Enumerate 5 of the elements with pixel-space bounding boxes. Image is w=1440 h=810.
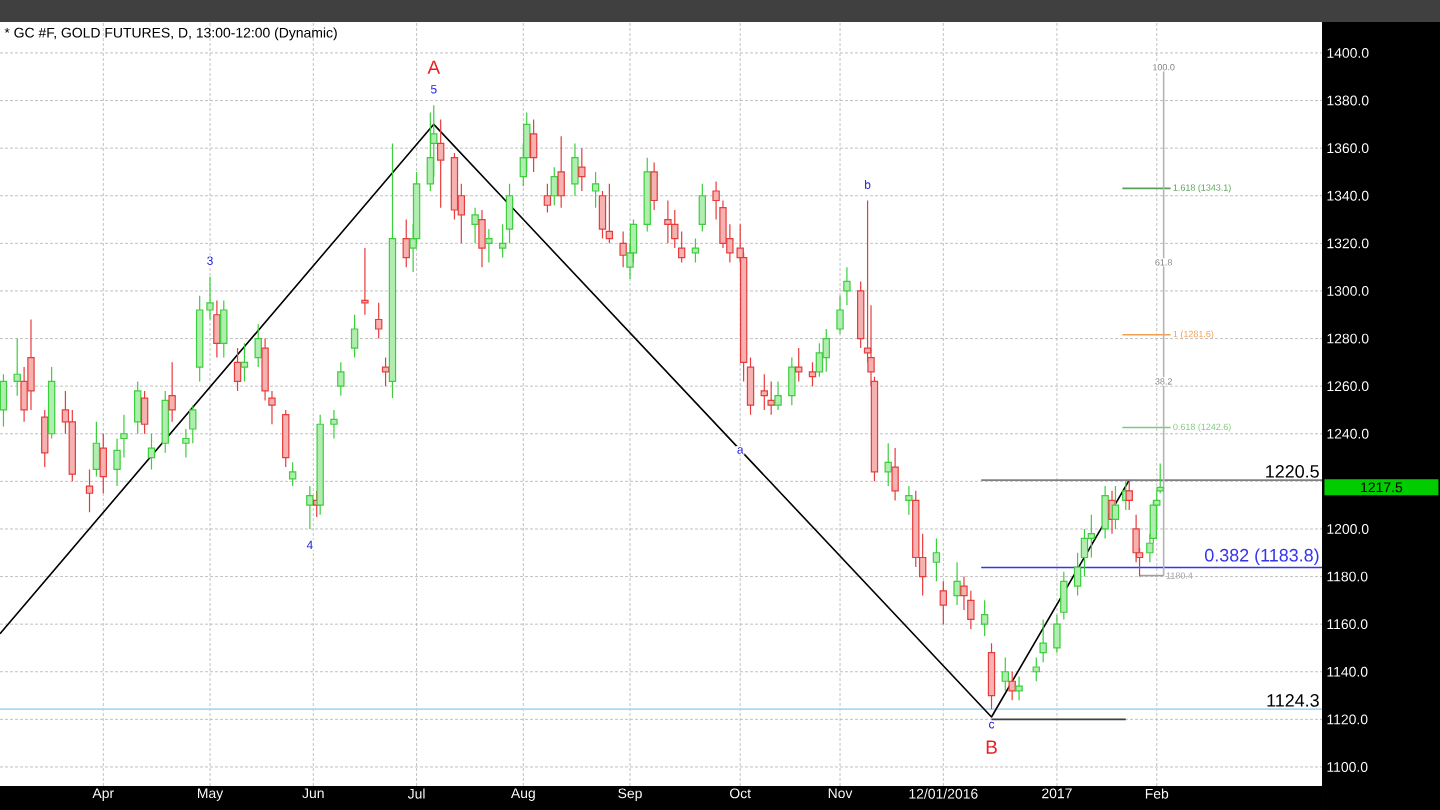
series-label: 0.382 (1183.8) xyxy=(1204,548,1319,566)
annotation: 1220.5 xyxy=(1266,465,1319,478)
ref-line-label: 1124.3 xyxy=(1267,694,1319,707)
annotation: A xyxy=(427,60,441,74)
annotation: B xyxy=(986,740,997,754)
